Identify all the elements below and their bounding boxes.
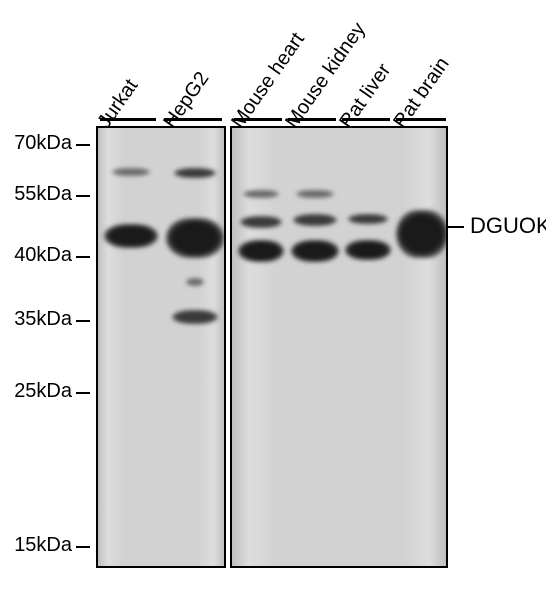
western-blot-figure: 70kDa 55kDa 40kDa 35kDa 25kDa 15kDa Jurkat Hep… <box>0 0 546 590</box>
band <box>345 240 391 260</box>
mw-tick <box>76 320 90 322</box>
mw-label: 35kDa <box>14 308 72 331</box>
lane-label: Rat liver <box>335 60 396 133</box>
mw-tick <box>76 392 90 394</box>
mw-label: 70kDa <box>14 132 72 155</box>
band <box>166 218 224 258</box>
band <box>291 240 339 262</box>
band <box>238 240 284 262</box>
mw-tick <box>76 144 90 146</box>
band <box>293 214 337 226</box>
mw-label: 55kDa <box>14 183 72 206</box>
mw-label: 15kDa <box>14 534 72 557</box>
band <box>104 224 158 248</box>
band <box>112 168 150 176</box>
mw-tick <box>76 546 90 548</box>
mw-label: 25kDa <box>14 380 72 403</box>
band <box>186 278 204 286</box>
lane-label: Rat brain <box>389 53 454 133</box>
band <box>240 216 282 228</box>
mw-tick <box>76 195 90 197</box>
mw-tick <box>76 256 90 258</box>
band <box>174 168 216 178</box>
lane-label: Jurkat <box>93 75 143 133</box>
mw-label: 40kDa <box>14 244 72 267</box>
band <box>296 190 334 198</box>
blot-panel-b <box>230 126 448 568</box>
lane-label: HepG2 <box>159 68 214 133</box>
band <box>243 190 279 198</box>
target-label-tick <box>448 226 464 228</box>
band <box>396 210 448 258</box>
target-label: DGUOK <box>470 213 546 239</box>
band <box>348 214 388 224</box>
blot-panel-a <box>96 126 226 568</box>
band <box>172 310 218 324</box>
